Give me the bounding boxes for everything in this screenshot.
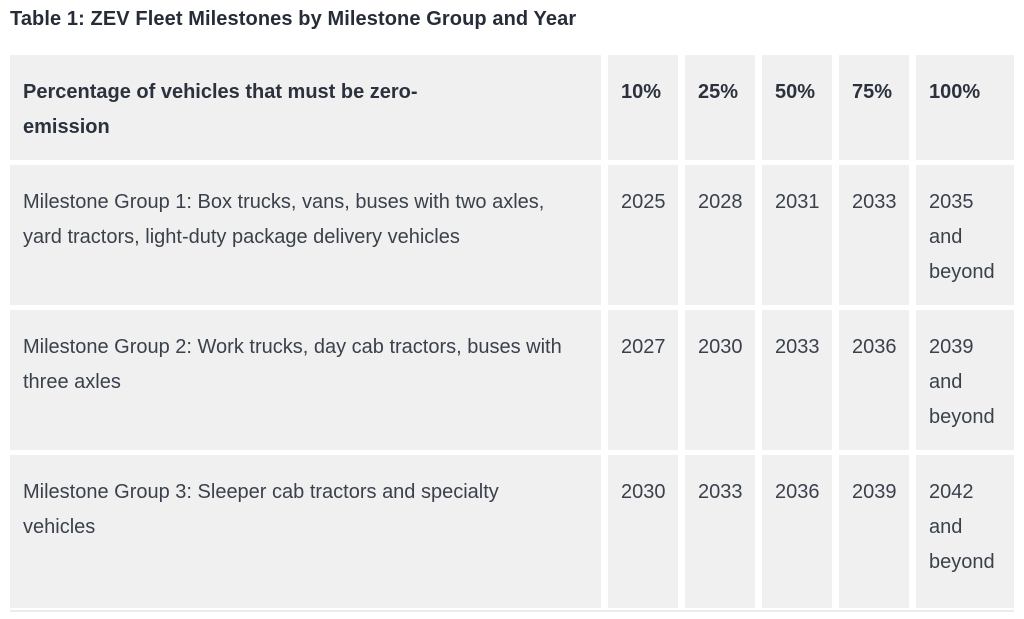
zev-milestones-table: Percentage of vehicles that must be zero… (10, 55, 1014, 608)
page-title: Table 1: ZEV Fleet Milestones by Milesto… (10, 8, 577, 30)
year-value: 2035 and beyond (929, 191, 995, 283)
group3-year-50pct: 2036 (762, 455, 832, 608)
table-row-group3-label-cell: Milestone Group 3: Sleeper cab tractors … (10, 455, 601, 608)
group1-year-10pct: 2025 (608, 165, 678, 305)
group3-year-100pct: 2042 and beyond (916, 455, 1014, 608)
header-col-label: 100% (929, 81, 981, 103)
table-header-col-100pct: 100% (916, 55, 1014, 160)
year-value: 2033 (775, 336, 820, 358)
group1-year-25pct: 2028 (685, 165, 755, 305)
group2-year-25pct: 2030 (685, 310, 755, 450)
year-value: 2030 (621, 481, 666, 503)
group2-year-100pct: 2039 and beyond (916, 310, 1014, 450)
group3-year-10pct: 2030 (608, 455, 678, 608)
group1-year-75pct: 2033 (839, 165, 909, 305)
year-value: 2030 (698, 336, 743, 358)
group1-year-50pct: 2031 (762, 165, 832, 305)
group3-year-25pct: 2033 (685, 455, 755, 608)
table-header-col-50pct: 50% (762, 55, 832, 160)
year-value: 2036 (775, 481, 820, 503)
header-col-label: 10% (621, 81, 662, 103)
row-label: Milestone Group 1: Box trucks, vans, bus… (23, 191, 545, 248)
header-col-label: 75% (852, 81, 893, 103)
year-value: 2033 (698, 481, 743, 503)
year-value: 2031 (775, 191, 820, 213)
group1-year-100pct: 2035 and beyond (916, 165, 1014, 305)
group2-year-10pct: 2027 (608, 310, 678, 450)
table-header-label-cell: Percentage of vehicles that must be zero… (10, 55, 601, 160)
year-value: 2033 (852, 191, 897, 213)
table-bottom-divider (10, 610, 1014, 612)
table-header-col-25pct: 25% (685, 55, 755, 160)
year-value: 2027 (621, 336, 666, 358)
group2-year-50pct: 2033 (762, 310, 832, 450)
table-row-group1-label-cell: Milestone Group 1: Box trucks, vans, bus… (10, 165, 601, 305)
table-header-label: Percentage of vehicles that must be zero… (23, 81, 418, 138)
row-label: Milestone Group 3: Sleeper cab tractors … (23, 481, 499, 538)
year-value: 2042 and beyond (929, 481, 995, 573)
table-row-group2-label-cell: Milestone Group 2: Work trucks, day cab … (10, 310, 601, 450)
year-value: 2039 and beyond (929, 336, 995, 428)
year-value: 2028 (698, 191, 743, 213)
group2-year-75pct: 2036 (839, 310, 909, 450)
year-value: 2036 (852, 336, 897, 358)
header-col-label: 25% (698, 81, 739, 103)
table-header-col-10pct: 10% (608, 55, 678, 160)
year-value: 2039 (852, 481, 897, 503)
year-value: 2025 (621, 191, 666, 213)
table-header-col-75pct: 75% (839, 55, 909, 160)
header-col-label: 50% (775, 81, 816, 103)
group3-year-75pct: 2039 (839, 455, 909, 608)
row-label: Milestone Group 2: Work trucks, day cab … (23, 336, 562, 393)
